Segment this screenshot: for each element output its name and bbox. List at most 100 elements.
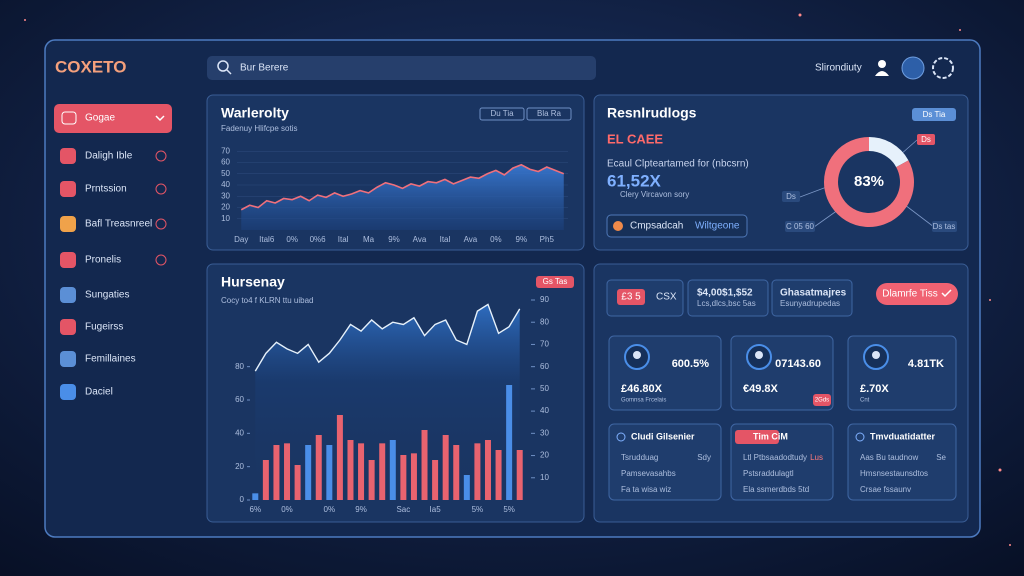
settings-icon[interactable] xyxy=(932,57,954,79)
bar xyxy=(506,385,513,500)
search-box[interactable] xyxy=(207,56,596,80)
nav-label[interactable]: Pronelis xyxy=(85,255,121,266)
x-tick-label: Ph5 xyxy=(540,235,555,244)
card-note: Gomnsa Frcelais xyxy=(621,398,666,404)
card-value: 07143.60 xyxy=(775,358,821,370)
pill[interactable] xyxy=(912,108,956,121)
star xyxy=(998,468,1002,472)
logo[interactable]: COXETO xyxy=(55,57,126,76)
list-icon xyxy=(855,432,865,442)
y-tick-label: 40 xyxy=(221,180,230,189)
nav-indicator xyxy=(155,218,167,230)
button-link[interactable]: Wiltgeone xyxy=(695,221,740,232)
card-sub: £.70X xyxy=(860,383,889,395)
sidebar: Gogae Daligh Ible Prntssion Bafl Treasnreel… xyxy=(54,104,172,400)
card-sub: £46.80X xyxy=(621,383,663,395)
nav-icon xyxy=(60,252,76,268)
star xyxy=(1009,544,1011,546)
nav-label[interactable]: Gogae xyxy=(85,113,115,124)
pill-label[interactable]: Ds Tia xyxy=(923,110,946,119)
bar xyxy=(358,443,365,500)
list-title: Tmvduatidatter xyxy=(870,431,936,441)
action-label[interactable]: Dlamrfe Tiss xyxy=(882,289,938,300)
badge xyxy=(932,221,957,232)
nav-icon xyxy=(60,319,76,335)
x-tick-label: 9% xyxy=(388,235,400,244)
chip[interactable] xyxy=(617,289,645,305)
star xyxy=(989,299,991,301)
nav-icon xyxy=(60,351,76,367)
panel-title: Hursenay xyxy=(221,274,285,290)
y-tick-label: 70 xyxy=(221,146,230,155)
y-tick-label: 80 xyxy=(235,362,244,371)
star xyxy=(959,29,961,31)
bar xyxy=(495,450,502,500)
bar xyxy=(463,475,470,500)
avatar[interactable] xyxy=(901,56,925,80)
y-tick-label: 50 xyxy=(221,169,230,178)
bar xyxy=(315,435,322,500)
pill-label[interactable]: Gs Tas xyxy=(543,277,568,286)
list-card xyxy=(847,423,957,501)
bar xyxy=(516,450,523,500)
nav-icon xyxy=(61,111,77,125)
caption: Ecaul Clpteartamed for (nbcsrn) xyxy=(607,159,749,170)
metric-note: Clery Vircavon sory xyxy=(620,190,689,199)
nav-label[interactable]: Fugeirss xyxy=(85,322,123,333)
user-name[interactable]: Slirondiuty xyxy=(815,63,862,74)
bar xyxy=(389,440,396,500)
panel-title: Warlerolty xyxy=(221,105,289,121)
nav-label[interactable]: Femillaines xyxy=(85,354,136,365)
bar xyxy=(442,435,449,500)
bar xyxy=(410,453,417,500)
pill[interactable] xyxy=(536,276,574,288)
nav-label[interactable]: Daligh Ible xyxy=(85,151,133,162)
nav-item-active[interactable] xyxy=(54,104,172,133)
donut-slice xyxy=(868,137,909,168)
y-tick-label: 20 xyxy=(221,203,230,212)
bar xyxy=(474,443,481,500)
list-tag: Lus xyxy=(810,453,823,462)
filter-button[interactable] xyxy=(479,107,525,121)
y-tick-label: 60 xyxy=(221,158,230,167)
nav-icon xyxy=(60,148,76,164)
area xyxy=(241,164,564,230)
donut-slice xyxy=(824,137,914,227)
button-label[interactable]: Cmpsadcah xyxy=(630,221,683,232)
action-button[interactable] xyxy=(606,214,748,238)
bar xyxy=(368,460,375,500)
action-button[interactable] xyxy=(876,283,958,305)
list-tag: Sdy xyxy=(697,453,711,462)
x-tick-label: 5% xyxy=(472,505,484,514)
user-icon[interactable] xyxy=(878,60,886,68)
x-tick-label: 0% xyxy=(490,235,502,244)
x-tick-label: Day xyxy=(234,235,248,244)
x-tick-label: Ital xyxy=(338,235,349,244)
filter-button-label[interactable]: Bla Ra xyxy=(537,109,562,118)
bar xyxy=(453,445,460,500)
bar xyxy=(421,430,428,500)
y-tick-label: 10 xyxy=(221,214,230,223)
y-tick-label: 20 xyxy=(235,462,244,471)
nav-label[interactable]: Daciel xyxy=(85,387,113,398)
bar xyxy=(252,493,259,500)
filter-button[interactable] xyxy=(526,107,572,121)
nav-indicator xyxy=(155,150,167,162)
chip-text: CSX xyxy=(656,292,677,303)
tag: EL CAEE xyxy=(607,131,663,146)
y2-tick-label: 30 xyxy=(540,428,549,437)
nav-label[interactable]: Bafl Treasnreel xyxy=(85,219,152,230)
filter-button-label[interactable]: Du Tia xyxy=(490,109,514,118)
nav-label[interactable]: Sungaties xyxy=(85,290,129,301)
stat-note: Esunyadrupedas xyxy=(780,299,840,308)
panel-title: Resnlrudlogs xyxy=(607,105,697,121)
list-row: Aas Bu taudnow xyxy=(860,453,918,462)
nav-label[interactable]: Prntssion xyxy=(85,184,127,195)
nav-icon xyxy=(60,181,76,197)
check-icon xyxy=(941,289,952,298)
list-row: Hmsnsestaunsdtos xyxy=(860,469,928,478)
stat-box xyxy=(771,279,853,317)
chip-label[interactable]: £3 5 xyxy=(621,292,641,303)
x-tick-label: 0%6 xyxy=(310,235,327,244)
x-tick-label: 0% xyxy=(324,505,336,514)
